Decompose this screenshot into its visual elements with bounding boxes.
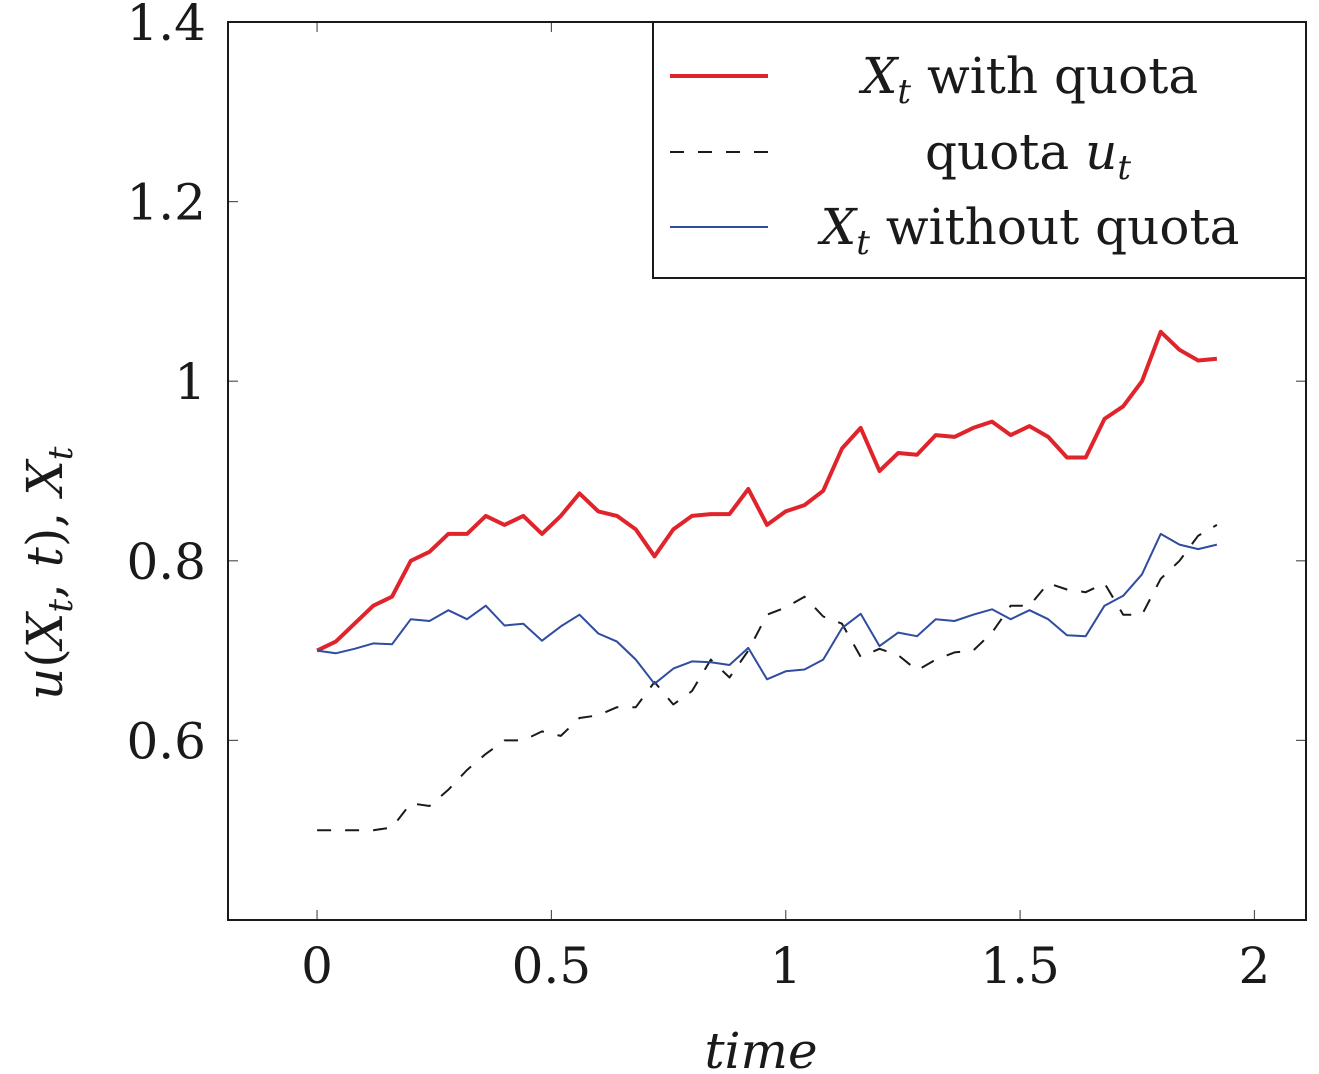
y-tick-label: 0.6 [126, 712, 206, 770]
y-tick-label: 0.8 [126, 533, 206, 591]
y-label-part-3: ), [16, 512, 74, 547]
y-tick-label: 1.4 [126, 0, 206, 52]
x-axis-label: time [704, 1022, 817, 1074]
y-label-sub-t: t [41, 599, 81, 613]
y-label-sub-t2: t [41, 446, 81, 460]
legend-text: without quota [870, 198, 1239, 256]
legend-text: quota [925, 123, 1085, 181]
y-label-x: X [16, 610, 74, 652]
x-tick-label: 1 [770, 937, 802, 995]
series-line-without-quota [316, 532, 1218, 685]
series-line-with-quota [316, 329, 1218, 653]
legend-label-quota: quota ut [925, 123, 1131, 188]
series-line-quota [317, 524, 1218, 832]
x-tick-label: 0 [301, 937, 333, 995]
legend-box [652, 21, 1307, 279]
legend-math-sub: t [1117, 148, 1131, 188]
y-label-u: u [16, 668, 74, 700]
y-label-gap [16, 496, 74, 512]
svg-text:u(Xt, t), Xt: u(Xt, t), Xt [16, 446, 81, 700]
y-label-t: t [16, 546, 74, 567]
y-axis-label: u(Xt, t), Xt [16, 446, 81, 700]
legend-label-without-quota: Xt without quota [817, 198, 1240, 263]
y-label-part-2: , [16, 567, 74, 599]
y-tick-label: 1.2 [126, 174, 206, 232]
legend-math: X [858, 47, 900, 105]
legend-text: with quota [911, 47, 1198, 105]
legend-math: X [817, 198, 859, 256]
legend-math-sub: t [897, 72, 911, 112]
legend-math: u [1085, 123, 1117, 181]
x-tick-label: 1.5 [980, 937, 1060, 995]
series-lines [316, 329, 1218, 832]
legend-math-sub: t [856, 223, 870, 263]
y-label-x2: X [16, 458, 74, 500]
tick-labels: 0 0.5 1 1.5 2 0.6 0.8 1 1.2 1.4 [126, 0, 1270, 995]
y-tick-label: 1 [174, 353, 206, 411]
y-label-part-1: ( [16, 648, 74, 668]
x-tick-label: 0.5 [512, 937, 592, 995]
legend-label-with-quota: Xt with quota [858, 47, 1198, 112]
x-tick-label: 2 [1239, 937, 1271, 995]
